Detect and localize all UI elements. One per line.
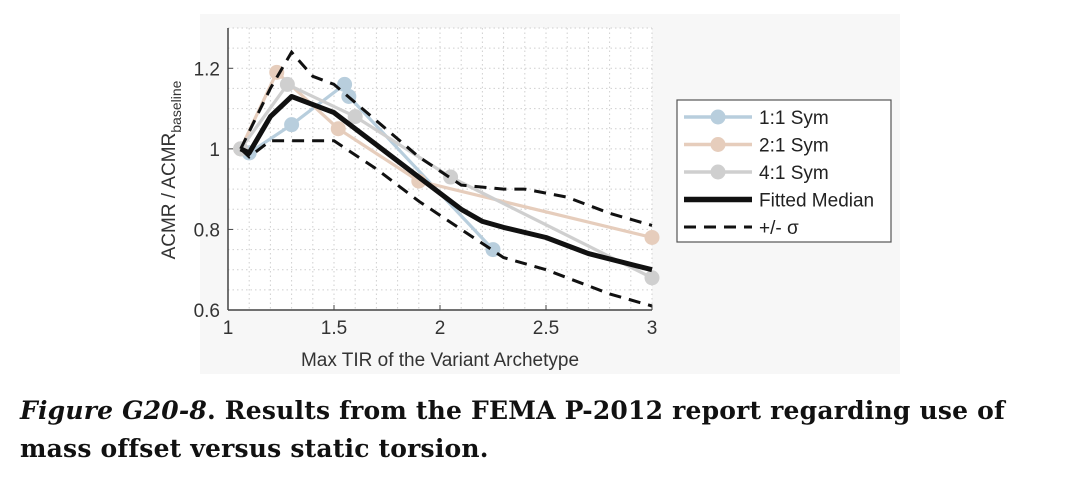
legend-label--: +/- σ xyxy=(759,218,799,239)
sigma-upper-line xyxy=(239,49,653,227)
data-point-4-1-sym xyxy=(644,270,660,286)
legend-label-4-1-sym: 4:1 Sym xyxy=(759,163,829,184)
data-point-1-1-sym xyxy=(485,242,501,258)
legend-items: 1:1 Sym 2:1 Sym 4:1 Sym Fitted Median +/- σ xyxy=(684,108,874,239)
chart: 1 1.5 2 2.5 3 0.6 0.8 1 1.2 Max TIR of the Varia… xyxy=(159,27,892,371)
fitted-median-line xyxy=(239,94,653,273)
data-point-2-1-sym xyxy=(644,229,660,245)
data-point-1-1-sym xyxy=(337,76,353,92)
sigma-lower-line xyxy=(239,139,653,308)
data-point-1-1-sym xyxy=(284,117,300,133)
x-tick-label: 2 xyxy=(435,318,446,339)
y-axis-label-sub: baseline xyxy=(168,80,184,132)
y-tick-label: 1 xyxy=(209,140,220,161)
x-tick-label: 2.5 xyxy=(533,318,559,339)
data-point-4-1-sym xyxy=(443,169,459,185)
data-point-2-1-sym xyxy=(330,121,346,137)
caption-label: Figure G20-8 xyxy=(20,396,207,425)
caption-text: . Results from the FEMA P-2012 report re… xyxy=(20,396,1005,463)
y-tick-label: 0.6 xyxy=(194,301,220,322)
y-tick-label: 0.8 xyxy=(194,220,220,241)
legend: 1:1 Sym 2:1 Sym 4:1 Sym Fitted Median +/- σ xyxy=(676,99,892,243)
legend-label-2-1-sym: 2:1 Sym xyxy=(759,136,829,157)
legend-marker-4-1-sym xyxy=(710,164,726,180)
x-axis-label: Max TIR of the Variant Archetype xyxy=(301,350,579,371)
tick-labels: 1 1.5 2 2.5 3 0.6 0.8 1 1.2 xyxy=(194,59,658,339)
y-tick-label: 1.2 xyxy=(194,59,220,80)
legend-label-fitted-median: Fitted Median xyxy=(759,191,874,212)
data-point-4-1-sym xyxy=(347,109,363,125)
legend-marker-1-1-sym xyxy=(710,109,726,125)
y-axis-label: ACMR / ACMRbaseline xyxy=(159,80,184,259)
data-point-4-1-sym xyxy=(279,76,295,92)
x-tick-label: 1 xyxy=(223,318,234,339)
figure-caption: Figure G20-8. Results from the FEMA P-20… xyxy=(20,392,1060,468)
legend-label-1-1-sym: 1:1 Sym xyxy=(759,108,829,129)
legend-marker-2-1-sym xyxy=(710,137,726,152)
series-layer xyxy=(233,49,660,308)
x-tick-label: 3 xyxy=(647,318,658,339)
x-tick-label: 1.5 xyxy=(321,318,347,339)
y-axis-label-main: ACMR / ACMR xyxy=(159,133,180,260)
